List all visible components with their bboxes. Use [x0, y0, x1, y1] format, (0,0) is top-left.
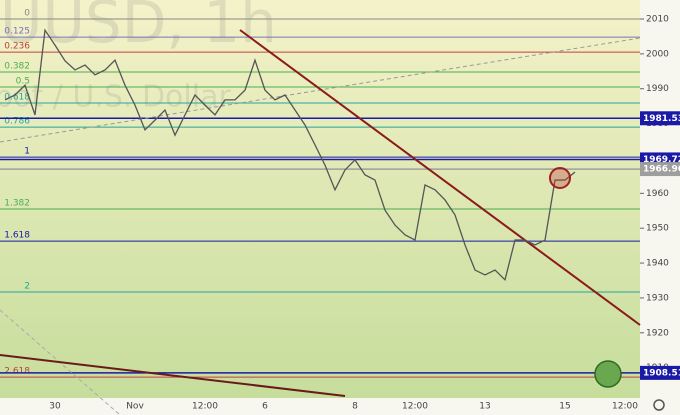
fib-label: 0.618 — [4, 93, 30, 103]
trend-line-low — [0, 354, 346, 397]
marker-circle — [549, 167, 571, 189]
time-axis — [0, 398, 640, 415]
y-tick-label: 1960 — [646, 189, 669, 199]
plot-background — [0, 0, 640, 398]
fib-label: 0.236 — [4, 42, 30, 52]
price-tag-label: 1981.53 — [643, 114, 680, 124]
y-tick-label: 2010 — [646, 15, 669, 25]
fib-label: 0.5 — [16, 76, 30, 86]
watermark: UUSD, 1h — [0, 0, 277, 56]
target-circle — [594, 360, 622, 388]
y-tick-label: 2000 — [646, 49, 669, 59]
fib-label: 2 — [24, 282, 30, 292]
y-tick-label: 1920 — [646, 328, 669, 338]
x-tick-label: 13 — [479, 402, 490, 412]
fib-label: 0.382 — [4, 61, 30, 71]
trend-line — [239, 29, 641, 326]
x-tick-label: 15 — [559, 402, 570, 412]
price-tag — [640, 162, 680, 177]
x-tick-label: 30 — [49, 402, 61, 412]
fib-label: 2.618 — [4, 367, 30, 377]
fib-label: 0 — [24, 9, 30, 19]
y-tick-label: 1950 — [646, 224, 669, 234]
price-axis — [640, 0, 680, 415]
price-tag-label: 1966.96 — [643, 165, 680, 175]
price-line-series — [4, 28, 576, 282]
x-tick-label: 8 — [352, 402, 358, 412]
x-tick-label: Nov — [126, 402, 144, 412]
x-tick-label: 12:00 — [192, 402, 218, 412]
settings-icon[interactable] — [653, 399, 665, 411]
x-tick-label: 6 — [262, 402, 268, 412]
y-tick-label: 1940 — [646, 259, 669, 269]
y-tick-label: 1990 — [646, 84, 669, 94]
fib-label: 0.125 — [4, 27, 30, 37]
price-tag — [640, 365, 680, 380]
price-tag-label: 1969.72 — [643, 155, 680, 165]
fib-label: 0.786 — [4, 117, 30, 127]
x-tick-label: 12:00 — [612, 402, 638, 412]
y-tick-label: 1930 — [646, 293, 669, 303]
price-tag — [640, 111, 680, 126]
x-tick-label: 12:00 — [402, 402, 428, 412]
fib-label: 1.382 — [4, 199, 30, 209]
fib-label: 1 — [24, 147, 30, 157]
price-tag-label: 1908.51 — [643, 368, 680, 378]
fib-label: 1.618 — [4, 231, 30, 241]
